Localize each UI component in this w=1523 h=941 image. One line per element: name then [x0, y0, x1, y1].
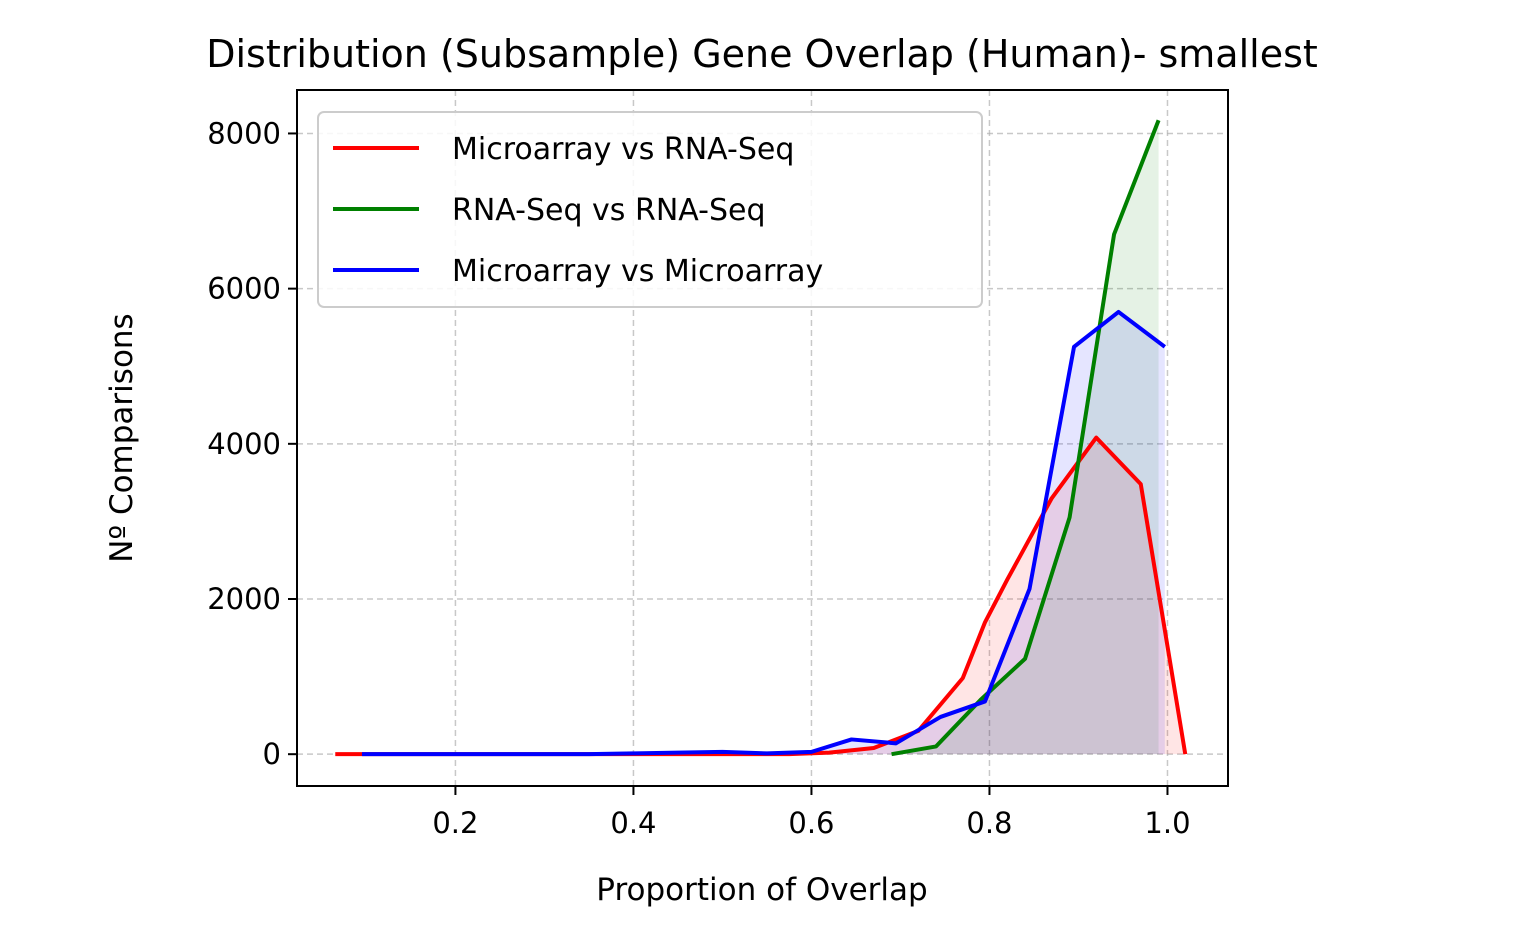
y-axis-label: Nº Comparisons [104, 313, 140, 562]
series-area-1 [335, 437, 1186, 755]
y-tick-label: 6000 [207, 272, 281, 306]
x-tick-label: 0.2 [432, 806, 478, 840]
x-axis-ticks: 0.2 0.4 0.6 0.8 1.0 [432, 786, 1191, 840]
x-tick-label: 1.0 [1144, 806, 1190, 840]
plot-frame [296, 89, 1229, 787]
legend-label-2: RNA-Seq vs RNA-Seq [452, 193, 766, 228]
series-lines [335, 119, 1188, 757]
y-tick-label: 2000 [207, 582, 281, 616]
legend-label-1: Microarray vs RNA-Seq [452, 132, 794, 167]
series-line-2 [891, 119, 1161, 757]
series-line-3 [361, 309, 1167, 757]
y-tick-label: 8000 [207, 116, 281, 150]
series-area-2 [891, 120, 1159, 755]
x-axis-label: Proportion of Overlap [596, 872, 927, 908]
x-tick-label: 0.4 [610, 806, 656, 840]
legend: Microarray vs RNA-Seq RNA-Seq vs RNA-Seq M… [317, 111, 983, 308]
chart-title: Distribution (Subsample) Gene Overlap (H… [206, 32, 1318, 76]
y-tick-label: 4000 [207, 427, 281, 461]
legend-box [317, 111, 983, 308]
x-tick-label: 0.6 [788, 806, 834, 840]
series-area-3 [361, 311, 1165, 755]
x-tick-label: 0.8 [966, 806, 1012, 840]
legend-label-3: Microarray vs Microarray [452, 254, 823, 289]
y-tick-label: 0 [263, 737, 281, 771]
y-axis-ticks: 0 2000 4000 6000 8000 [207, 116, 297, 771]
grid [297, 90, 1228, 786]
series-fills [335, 120, 1186, 755]
